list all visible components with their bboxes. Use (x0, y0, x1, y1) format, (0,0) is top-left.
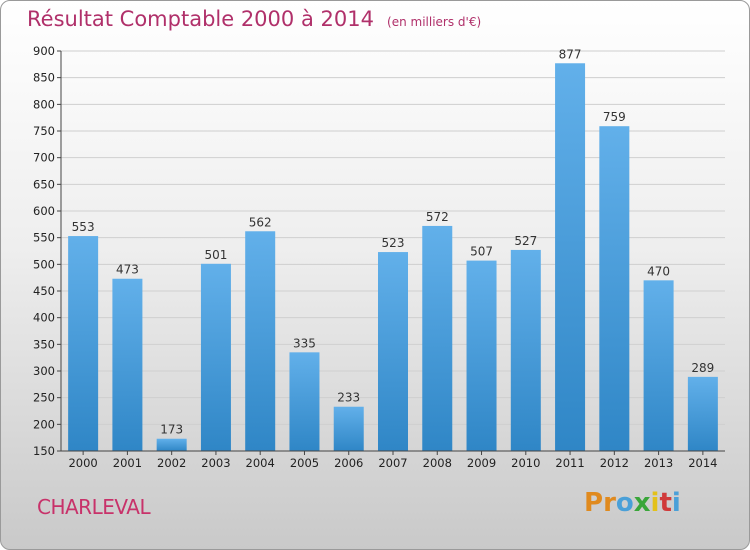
x-tick-label-2004: 2004 (246, 456, 275, 470)
value-label-2000: 553 (72, 220, 95, 234)
y-tick-label: 300 (33, 364, 55, 378)
bar-2001 (112, 278, 143, 451)
bar-2013 (643, 280, 674, 451)
bar-2006 (333, 406, 364, 451)
bar-2007 (378, 252, 408, 451)
x-tick-label-2002: 2002 (157, 456, 186, 470)
value-label-2012: 759 (603, 110, 626, 124)
x-tick-label-2011: 2011 (555, 456, 584, 470)
bar-2000 (68, 236, 99, 451)
value-label-2005: 335 (293, 336, 316, 350)
y-tick-label: 750 (33, 124, 55, 138)
y-tick-label: 250 (33, 391, 55, 405)
value-label-2003: 501 (204, 248, 227, 262)
y-tick-label: 600 (33, 204, 55, 218)
bars (68, 63, 718, 452)
bar-2002 (156, 438, 187, 451)
value-label-2001: 473 (116, 263, 139, 277)
x-tick-label-2009: 2009 (467, 456, 496, 470)
x-tick-label-2014: 2014 (688, 456, 717, 470)
commune-name: CHARLEVAL (37, 495, 151, 519)
x-tick-label-2003: 2003 (201, 456, 230, 470)
value-label-2009: 507 (470, 245, 493, 259)
x-tick-label-2006: 2006 (334, 456, 363, 470)
chart-title-text: Résultat Comptable 2000 à 2014 (27, 7, 374, 31)
bar-2011 (555, 63, 586, 452)
value-label-2007: 523 (382, 236, 405, 250)
x-tick-label-2012: 2012 (600, 456, 629, 470)
x-tick-label-2007: 2007 (378, 456, 407, 470)
axes (57, 50, 725, 455)
bar-2010 (510, 249, 541, 451)
y-tick-label: 900 (33, 44, 55, 58)
x-tick-label-2008: 2008 (423, 456, 452, 470)
x-tick-label-2000: 2000 (68, 456, 97, 470)
bar-2012 (599, 126, 630, 451)
y-tick-label: 350 (33, 337, 55, 351)
value-label-2011: 877 (559, 47, 582, 61)
x-tick-label-2013: 2013 (644, 456, 673, 470)
value-label-2008: 572 (426, 210, 449, 224)
labels: 150 200 250 300 350 400 450 500 550 600 650 700 750 8… (33, 44, 717, 470)
chart-title: Résultat Comptable 2000 à 2014 (en milli… (27, 7, 481, 31)
x-tick-label-2001: 2001 (113, 456, 142, 470)
y-tick-label: 150 (33, 444, 55, 458)
x-tick-label-2010: 2010 (511, 456, 540, 470)
y-tick-label: 800 (33, 97, 55, 111)
value-label-2014: 289 (691, 361, 714, 375)
y-tick-label: 400 (33, 311, 55, 325)
value-label-2004: 562 (249, 215, 272, 229)
bar-2003 (200, 263, 231, 451)
y-tick-label: 650 (33, 177, 55, 191)
bar-2005 (289, 352, 320, 451)
bar-2004 (245, 231, 276, 451)
value-label-2010: 527 (514, 234, 537, 248)
x-tick-label-2005: 2005 (290, 456, 319, 470)
y-tick-label: 200 (33, 417, 55, 431)
y-tick-label: 450 (33, 284, 55, 298)
y-tick-label: 850 (33, 71, 55, 85)
bar-2008 (422, 225, 453, 451)
value-label-2002: 173 (160, 423, 183, 437)
y-tick-label: 500 (33, 257, 55, 271)
proxiti-logo: Proxiti (584, 488, 681, 518)
value-label-2013: 470 (647, 264, 670, 278)
bar-2014 (687, 376, 718, 451)
y-tick-label: 550 (33, 231, 55, 245)
value-label-2006: 233 (337, 391, 360, 405)
chart-subtitle: (en milliers d'€) (387, 15, 482, 29)
y-tick-label: 700 (33, 151, 55, 165)
bar-2009 (466, 260, 497, 451)
